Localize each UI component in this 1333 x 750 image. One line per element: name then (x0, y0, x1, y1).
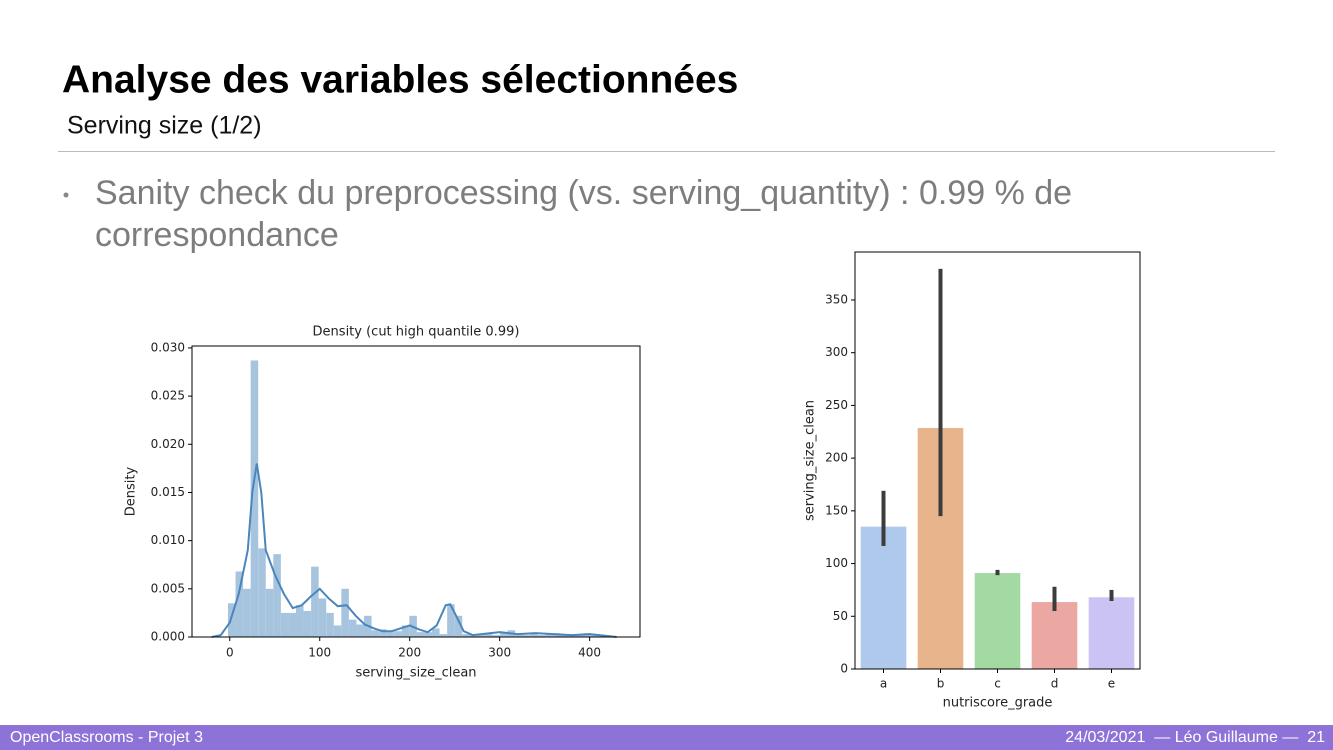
bar (1031, 602, 1078, 669)
footer-right: 24/03/2021 — Léo Guillaume — 21 (1065, 729, 1325, 746)
histogram-bar (530, 634, 538, 637)
x-tick-label: 300 (488, 646, 511, 660)
chart-title: Density (cut high quantile 0.99) (313, 325, 520, 340)
x-tick-label: 400 (578, 646, 601, 660)
y-tick-label: 0.020 (151, 437, 185, 451)
axes-frame (191, 345, 641, 638)
histogram-bar (515, 634, 523, 637)
histogram-bar (401, 625, 410, 637)
histogram-bar (394, 631, 402, 637)
histogram-bar (454, 615, 463, 637)
histogram-bar (537, 635, 546, 637)
slide-title: Analyse des variables sélectionnées (62, 58, 738, 101)
histogram-bar (469, 635, 478, 637)
histogram-bar (432, 628, 440, 637)
x-tick-label: 100 (308, 646, 331, 660)
y-tick-label: 300 (825, 345, 848, 359)
histogram-bar (333, 625, 342, 637)
histogram-bar (235, 571, 244, 637)
bar (974, 573, 1021, 669)
bullet-line: Sanity check du preprocessing (vs. servi… (95, 174, 1072, 212)
histogram-bar (326, 612, 334, 637)
y-axis-label: Density (124, 466, 139, 516)
y-tick-label: 150 (825, 503, 848, 517)
histogram-bar (424, 632, 433, 637)
y-axis-label: serving_size_clean (803, 400, 818, 521)
x-tick-label: b (937, 677, 945, 691)
y-tick-label: 100 (825, 556, 848, 570)
histogram-bar (439, 634, 448, 637)
histogram-bar (379, 629, 387, 637)
footer-bar (0, 725, 1333, 750)
histogram-bar (447, 604, 455, 637)
histogram-bar (303, 610, 312, 637)
histogram-bar (484, 634, 493, 637)
axes-frame (854, 251, 1141, 670)
histogram-bar (416, 632, 425, 637)
histogram-bar (280, 612, 289, 637)
x-axis-label: nutriscore_grade (943, 696, 1053, 711)
x-axis-label: serving_size_clean (355, 666, 476, 681)
histogram-bar (575, 635, 584, 637)
histogram-bar (462, 634, 470, 637)
histogram-bar (386, 632, 395, 637)
histogram-bar (273, 554, 281, 637)
histogram-bar (477, 634, 485, 637)
histogram-bar (341, 588, 349, 637)
slide-subtitle: Serving size (1/2) (67, 112, 262, 140)
x-tick-label: c (994, 677, 1001, 691)
y-tick-label: 200 (825, 451, 848, 465)
x-tick-label: e (1108, 677, 1115, 691)
y-tick-label: 350 (825, 292, 848, 306)
x-tick-label: d (1051, 677, 1059, 691)
bullet-line: correspondance (95, 216, 339, 254)
histogram-bar (590, 635, 599, 637)
x-tick-label: 200 (398, 646, 421, 660)
y-tick-label: 0.025 (151, 389, 185, 403)
x-tick-label: 0 (226, 646, 234, 660)
y-tick-label: 0.000 (151, 630, 185, 644)
histogram-bar (522, 635, 531, 637)
histogram-bar (492, 635, 501, 637)
x-tick-label: a (880, 677, 887, 691)
y-tick-label: 250 (825, 398, 848, 412)
histogram-bar (311, 566, 319, 637)
bar (1088, 597, 1135, 669)
y-tick-label: 0.015 (151, 485, 185, 499)
histogram-bar (250, 360, 259, 637)
histogram-bar (295, 605, 304, 637)
histogram-bar (356, 624, 365, 637)
histogram-bar (560, 635, 569, 637)
y-tick-label: 0.005 (151, 581, 185, 595)
y-tick-label: 0.030 (151, 340, 185, 354)
footer-left: OpenClassrooms - Projet 3 (10, 729, 203, 746)
bar (860, 526, 907, 669)
y-tick-label: 0.010 (151, 533, 185, 547)
histogram-bar (318, 598, 327, 637)
kde-line (211, 463, 617, 638)
histogram-bar (258, 548, 266, 637)
histogram-bar (227, 603, 236, 637)
histogram-bar (288, 612, 296, 637)
y-tick-label: 50 (833, 609, 848, 623)
bullet-dot (63, 192, 69, 198)
histogram-bar (348, 619, 357, 637)
histogram-bar (371, 630, 380, 637)
histogram-bar (500, 633, 508, 637)
histogram-bar (545, 633, 553, 637)
histogram-bar (243, 588, 251, 637)
y-tick-label: 0 (840, 662, 848, 676)
histogram-bar (265, 588, 274, 637)
